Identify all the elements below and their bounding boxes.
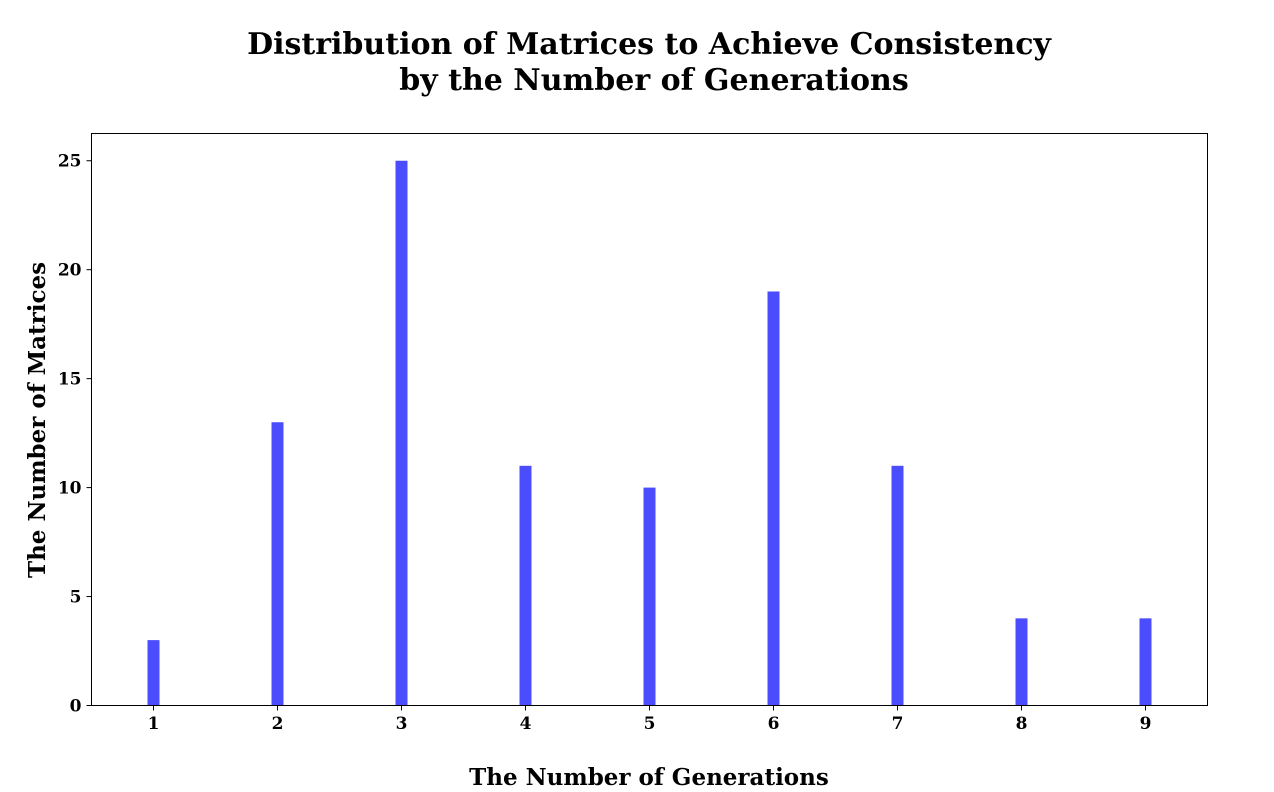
y-tick-label: 20 — [58, 261, 82, 281]
x-tick-label: 2 — [272, 714, 284, 734]
x-tick-label: 1 — [148, 714, 160, 734]
x-tick-label: 8 — [1016, 714, 1028, 734]
bar-6 — [767, 291, 780, 706]
y-tick-label: 5 — [70, 588, 82, 608]
bar-1 — [147, 640, 160, 706]
x-tick-label: 5 — [644, 714, 656, 734]
y-tick-label: 10 — [58, 479, 82, 499]
chart-title-line-2: by the Number of Generations — [399, 63, 909, 98]
y-tick-label: 25 — [58, 152, 82, 172]
y-axis-ticks: 0 5 10 15 20 25 — [58, 152, 92, 717]
chart-title-line-1: Distribution of Matrices to Achieve Cons… — [247, 27, 1052, 62]
bar-2 — [271, 422, 284, 706]
y-tick-label: 0 — [70, 697, 82, 717]
y-tick-label: 15 — [58, 370, 82, 390]
bar-series — [147, 160, 1152, 706]
bar-9 — [1139, 618, 1152, 706]
bar-8 — [1015, 618, 1028, 706]
x-tick-label: 7 — [892, 714, 904, 734]
x-tick-label: 3 — [396, 714, 408, 734]
x-tick-label: 6 — [768, 714, 780, 734]
bar-3 — [395, 160, 408, 706]
bar-4 — [519, 465, 532, 706]
bar-7 — [891, 465, 904, 706]
x-axis-label: The Number of Generations — [469, 764, 829, 791]
x-axis-ticks: 1 2 3 4 5 6 7 8 9 — [148, 705, 1152, 734]
x-tick-label: 9 — [1140, 714, 1152, 734]
y-axis-label: The Number of Matrices — [24, 262, 51, 578]
x-tick-label: 4 — [520, 714, 532, 734]
bar-5 — [643, 487, 656, 706]
plot-frame — [91, 133, 1208, 706]
